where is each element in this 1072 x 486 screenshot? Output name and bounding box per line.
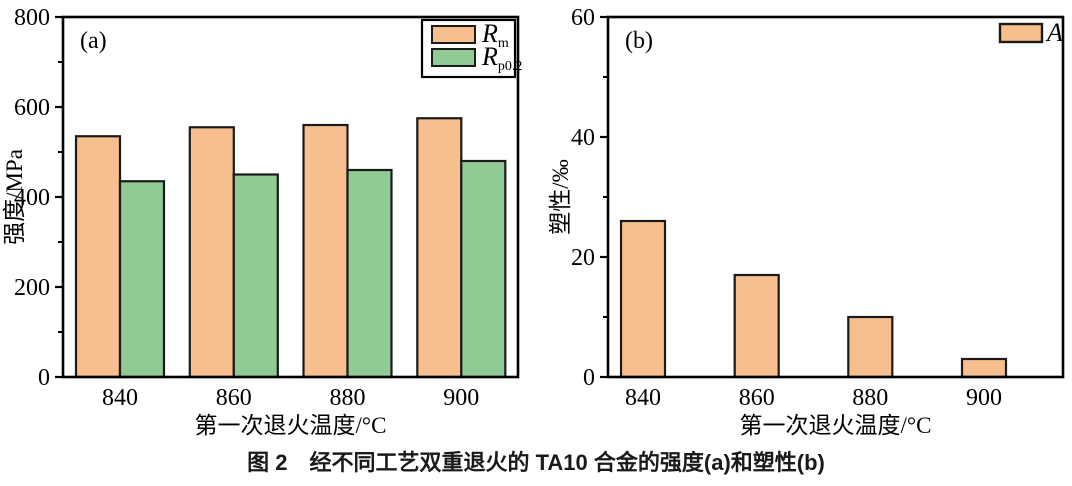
x-tick-label: 900 [443,385,479,411]
figure-caption: 图 2 经不同工艺双重退火的 TA10 合金的强度(a)和塑性(b) [247,450,825,475]
bar-Rm-880 [302,123,349,379]
bar-A-900 [960,357,1008,379]
y-tick-label: 0 [38,365,50,391]
plot-border [606,15,1065,379]
x-tick-label: 860 [216,385,252,411]
axis-title-x: 第一次退火温度/°C [195,413,387,438]
legend-swatch-Rp0.2 [431,48,476,67]
x-tick-label: 840 [625,385,661,411]
y-tick-label: 0 [583,365,595,391]
axis-title-x: 第一次退火温度/°C [740,413,932,438]
axis-title-y: 强度/MPa [2,149,27,245]
bar-A-840 [619,219,667,379]
axis-title-y: 塑性/‰ [548,159,573,234]
bar-A-860 [733,273,780,379]
legend-label-A: A [1045,18,1063,47]
panel-label: (a) [80,28,107,54]
strength-bar-chart: 0 200 400 600 800 840 860 880 900 第一次退火温度/°C 强度/MP… [2,5,522,438]
x-tick-label: 840 [102,385,138,411]
bar-Rp0.2-840 [118,180,166,379]
bar-Rm-860 [188,126,235,379]
x-tick-label: 860 [739,385,775,411]
x-tick-label: 900 [966,385,1002,411]
legend-swatch-A [998,22,1044,44]
x-tick-label: 880 [330,385,366,411]
bar-A-880 [847,315,894,379]
y-tick-label: 40 [571,125,595,151]
legend-label-Rp0.2: Rp0.2 [481,42,522,74]
y-tick-label: 20 [571,245,595,271]
panel-label: (b) [625,28,653,54]
bar-Rp0.2-880 [346,168,393,379]
x-tick-label: 880 [852,385,888,411]
y-tick-label: 400 [14,185,50,211]
bar-Rm-840 [74,135,122,379]
legend-swatch-Rm [431,25,476,44]
bar-Rp0.2-860 [232,173,279,379]
y-tick-label: 600 [14,95,50,121]
y-tick-label: 200 [14,275,50,301]
plasticity-bar-chart: 0 20 40 60 840 860 880 900 第一次退火温度/°C 塑性/‰ (b) A [548,5,1065,438]
y-tick-label: 800 [14,5,50,31]
bar-Rm-900 [416,117,463,379]
bar-Rp0.2-900 [460,159,507,379]
legend-label-Rm: Rm [481,19,509,51]
y-tick-label: 60 [571,5,595,31]
